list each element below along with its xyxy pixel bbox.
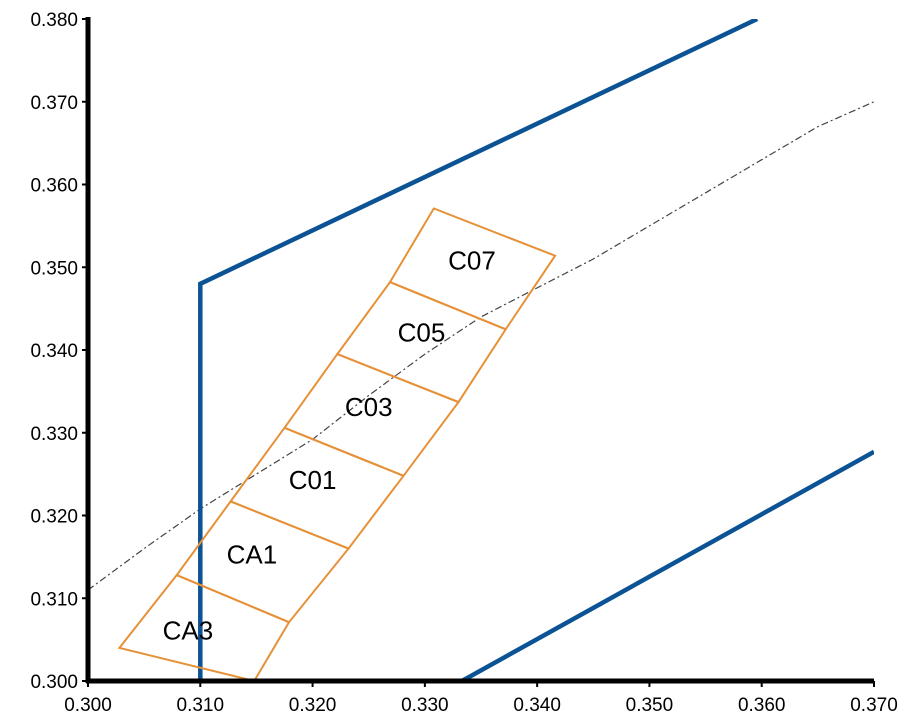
axes	[85, 17, 874, 684]
locus-curve	[88, 101, 874, 591]
lower-boundary-line	[460, 449, 874, 681]
x-tick-label: 0.300	[64, 695, 112, 716]
y-tick-label: 0.330	[30, 424, 78, 445]
y-tick-labels: 0.300 0.310 0.320 0.330 0.340 0.350 0.360 0.370…	[30, 10, 78, 693]
y-tick-label: 0.360	[30, 176, 78, 197]
y-tick-label: 0.300	[30, 672, 78, 693]
bin-label-c05: C05	[398, 318, 446, 348]
x-tick-label: 0.370	[850, 695, 898, 716]
x-tick-label: 0.340	[513, 695, 561, 716]
bin-c07	[388, 207, 557, 331]
x-tick-label: 0.350	[626, 695, 674, 716]
x-tick-labels: 0.300 0.310 0.320 0.330 0.340 0.350 0.360 0.370	[64, 695, 898, 716]
bin-label-ca1: CA1	[227, 539, 278, 569]
y-tick-label: 0.380	[30, 10, 78, 31]
y-tick-label: 0.310	[30, 589, 78, 610]
x-tick-label: 0.320	[289, 695, 337, 716]
bin-label-ca3: CA3	[163, 616, 214, 646]
bin-label-c03: C03	[345, 392, 393, 422]
x-tick-label: 0.360	[738, 695, 786, 716]
x-tick-label: 0.310	[177, 695, 225, 716]
upper-boundary-line	[198, 19, 759, 681]
y-tick-label: 0.320	[30, 507, 78, 528]
bin-label-c07: C07	[448, 246, 496, 276]
bin-label-c01: C01	[289, 465, 337, 495]
y-tick-label: 0.370	[30, 93, 78, 114]
x-tick-label: 0.330	[401, 695, 449, 716]
plot-area: CA3 CA1 C01 C03 C05 C07	[88, 19, 874, 681]
y-tick-label: 0.350	[30, 258, 78, 279]
y-tick-label: 0.340	[30, 341, 78, 362]
